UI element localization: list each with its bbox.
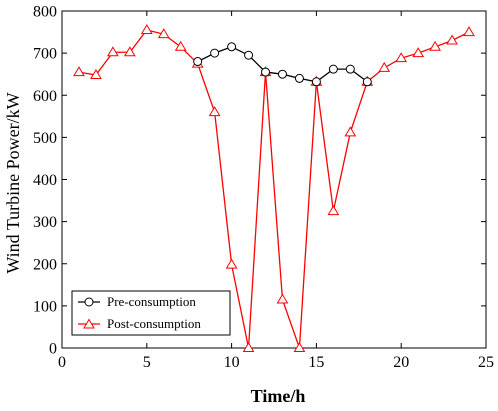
data-point <box>244 50 254 60</box>
data-point <box>311 77 321 87</box>
data-point <box>395 52 408 63</box>
x-tick-label: 15 <box>308 354 324 371</box>
y-tick-label: 800 <box>33 4 57 21</box>
data-point <box>378 61 391 72</box>
data-point <box>73 66 85 77</box>
series-layer <box>73 23 475 352</box>
legend-marker-post-consumption <box>83 318 95 329</box>
y-axis-title: Wind Turbine Power/kW <box>3 92 23 273</box>
data-point <box>293 342 306 352</box>
data-point <box>463 26 475 37</box>
data-point <box>242 342 255 352</box>
data-point <box>140 23 153 34</box>
x-tick-label: 10 <box>224 354 240 371</box>
data-point <box>208 106 221 117</box>
y-tick-label: 100 <box>33 298 57 315</box>
y-tick-label: 600 <box>33 88 57 105</box>
legend-label-post-consumption: Post-consumption <box>107 316 201 331</box>
data-point <box>107 46 119 57</box>
data-point <box>227 42 237 52</box>
data-point <box>123 46 136 57</box>
data-point <box>344 126 357 137</box>
data-point <box>261 67 271 77</box>
y-tick-label: 300 <box>33 214 57 231</box>
x-tick-label: 0 <box>58 354 66 371</box>
legend-marker-pre-consumption <box>84 297 94 307</box>
data-point <box>429 40 441 51</box>
x-axis-title: Time/h <box>251 386 306 406</box>
legend: Pre-consumption Post-consumption <box>71 290 231 336</box>
data-point <box>90 69 102 80</box>
data-point <box>362 77 372 87</box>
y-tick-label: 0 <box>49 341 57 358</box>
data-point <box>327 205 340 216</box>
data-point <box>345 64 355 74</box>
legend-item-pre-consumption: Pre-consumption <box>78 294 196 309</box>
data-point <box>210 48 220 58</box>
x-tick-label: 25 <box>478 354 494 371</box>
data-point <box>446 34 458 45</box>
series-pre-consumption <box>193 42 372 87</box>
legend-item-post-consumption: Post-consumption <box>78 316 201 331</box>
data-point <box>193 57 203 67</box>
data-point <box>277 69 287 79</box>
y-tick-label: 500 <box>33 130 57 147</box>
y-tick-label: 400 <box>33 172 57 189</box>
data-point <box>174 40 187 51</box>
legend-box <box>71 290 231 336</box>
axes: 0 5 10 15 20 25 0 100 200 300 400 500 600 700 800 <box>33 4 494 372</box>
y-tick-label: 700 <box>33 46 57 63</box>
data-point <box>412 47 425 58</box>
data-point <box>294 73 304 83</box>
data-point <box>276 293 289 304</box>
data-point <box>157 28 170 39</box>
legend-label-pre-consumption: Pre-consumption <box>107 294 196 309</box>
x-tick-label: 5 <box>143 354 151 371</box>
data-point <box>225 258 238 269</box>
x-tick-label: 20 <box>393 354 409 371</box>
y-tick-label: 200 <box>33 256 57 273</box>
data-point <box>328 64 338 74</box>
